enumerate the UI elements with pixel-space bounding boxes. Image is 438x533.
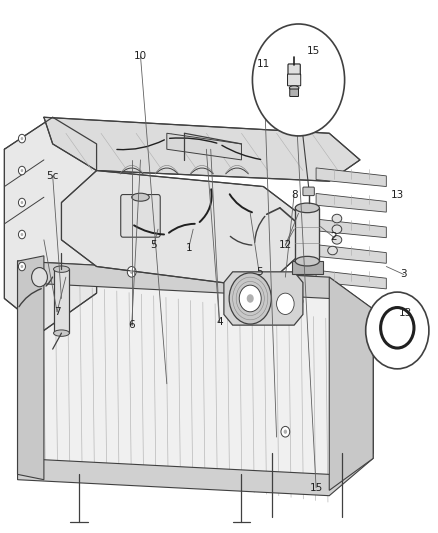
Ellipse shape — [131, 193, 149, 201]
Polygon shape — [291, 261, 322, 274]
Ellipse shape — [327, 246, 337, 255]
Ellipse shape — [294, 203, 318, 213]
Text: 10: 10 — [134, 51, 147, 61]
FancyBboxPatch shape — [287, 64, 300, 76]
Ellipse shape — [331, 214, 341, 223]
Polygon shape — [18, 256, 44, 480]
Polygon shape — [44, 117, 359, 181]
Polygon shape — [294, 208, 318, 261]
Circle shape — [239, 285, 261, 312]
Ellipse shape — [331, 225, 341, 233]
Circle shape — [380, 308, 413, 348]
Circle shape — [21, 201, 23, 204]
Text: 5: 5 — [150, 240, 157, 250]
Text: 2: 2 — [329, 232, 336, 242]
Polygon shape — [315, 270, 385, 289]
Circle shape — [21, 169, 23, 172]
Polygon shape — [18, 261, 372, 490]
Polygon shape — [315, 193, 385, 212]
Text: 8: 8 — [290, 190, 297, 199]
Text: 13: 13 — [398, 309, 411, 318]
Circle shape — [18, 134, 25, 143]
Text: 15: 15 — [309, 483, 322, 492]
Circle shape — [280, 426, 289, 437]
Polygon shape — [328, 277, 372, 490]
Circle shape — [246, 294, 253, 303]
Polygon shape — [166, 133, 241, 160]
Text: 13: 13 — [390, 190, 403, 199]
Text: 3: 3 — [399, 270, 406, 279]
Text: 5: 5 — [255, 267, 262, 277]
Circle shape — [21, 265, 23, 268]
Text: 15: 15 — [307, 46, 320, 55]
FancyBboxPatch shape — [289, 89, 298, 96]
Polygon shape — [53, 269, 69, 333]
Text: 7: 7 — [53, 307, 60, 317]
Circle shape — [18, 262, 25, 271]
Circle shape — [237, 277, 245, 288]
Circle shape — [21, 233, 23, 236]
Polygon shape — [61, 171, 298, 288]
Circle shape — [32, 268, 47, 287]
Circle shape — [18, 230, 25, 239]
Circle shape — [252, 24, 344, 136]
Polygon shape — [223, 272, 302, 325]
Text: 6: 6 — [128, 320, 135, 330]
Ellipse shape — [53, 266, 69, 272]
FancyBboxPatch shape — [302, 187, 314, 196]
Text: 11: 11 — [256, 59, 269, 69]
Polygon shape — [315, 168, 385, 187]
Text: 4: 4 — [215, 318, 223, 327]
Polygon shape — [18, 437, 372, 496]
Circle shape — [130, 270, 133, 274]
Ellipse shape — [53, 330, 69, 336]
Circle shape — [18, 166, 25, 175]
Circle shape — [21, 137, 23, 140]
Polygon shape — [4, 117, 96, 330]
Polygon shape — [315, 219, 385, 238]
FancyBboxPatch shape — [287, 74, 300, 86]
Ellipse shape — [269, 287, 300, 321]
Circle shape — [296, 299, 300, 303]
Circle shape — [239, 280, 243, 285]
Text: 1: 1 — [185, 243, 192, 253]
Circle shape — [283, 430, 286, 434]
Ellipse shape — [294, 256, 318, 266]
Circle shape — [365, 292, 428, 369]
Circle shape — [127, 266, 136, 277]
Circle shape — [18, 198, 25, 207]
Circle shape — [276, 293, 293, 314]
Ellipse shape — [289, 86, 298, 90]
Text: 5c: 5c — [46, 171, 59, 181]
Circle shape — [293, 296, 302, 306]
Ellipse shape — [331, 236, 341, 244]
Circle shape — [390, 320, 403, 336]
FancyBboxPatch shape — [120, 195, 160, 237]
Polygon shape — [18, 261, 372, 330]
Polygon shape — [315, 245, 385, 263]
Circle shape — [229, 273, 271, 324]
Text: 12: 12 — [278, 240, 291, 250]
